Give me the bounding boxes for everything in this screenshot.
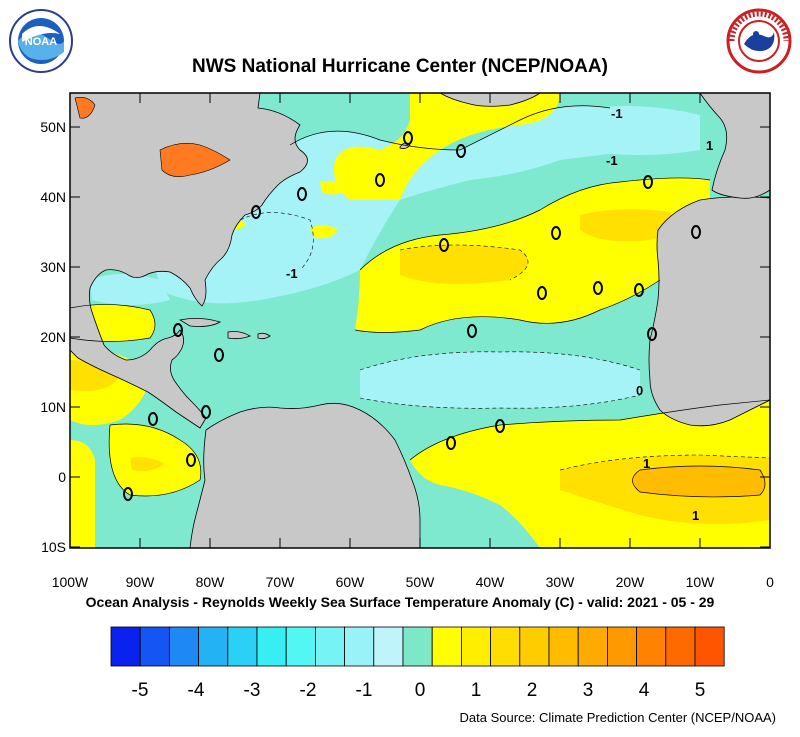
- colorbar-swatch: [694, 626, 725, 667]
- lat-label: 10N: [40, 399, 66, 415]
- colorbar-label: 3: [583, 680, 594, 701]
- colorbar-swatch: [548, 626, 579, 667]
- colorbar-label: 1: [471, 680, 482, 701]
- colorbar-swatch: [139, 626, 170, 667]
- colorbar-swatch: [577, 626, 608, 667]
- colorbar: -5 -4 -3 -2 -1 0 1 2 3 4 5: [110, 626, 725, 701]
- lon-label: 80W: [196, 574, 226, 590]
- lon-label: 100W: [52, 574, 89, 590]
- colorbar-label: -2: [300, 680, 317, 701]
- lat-label: 50N: [40, 119, 66, 135]
- lat-label: 40N: [40, 189, 66, 205]
- colorbar-label: 5: [695, 680, 706, 701]
- warm-anomaly-region-north: [334, 93, 560, 200]
- colorbar-swatch: [607, 626, 638, 667]
- colorbar-label: 4: [639, 680, 650, 701]
- colorbar-swatch: [227, 626, 258, 667]
- page-title: NWS National Hurricane Center (NCEP/NOAA…: [192, 56, 608, 77]
- lon-label: 60W: [336, 574, 366, 590]
- colorbar-label: 2: [527, 680, 538, 701]
- colorbar-swatch: [110, 626, 141, 667]
- lon-label: 0: [766, 574, 774, 590]
- sst-anomaly-map: -1 -1 -1 1 1 1 0 50N 40N 30N 20N 10N 0 10S 100…: [40, 92, 774, 590]
- colorbar-label: -3: [244, 680, 261, 701]
- contour-label: 1: [643, 456, 650, 471]
- contour-label: 1: [706, 138, 713, 153]
- lat-label: 0: [58, 469, 66, 485]
- colorbar-swatch: [314, 626, 345, 667]
- contour-label: -1: [286, 266, 298, 281]
- contour-label: -1: [611, 106, 623, 121]
- colorbar-swatch: [519, 626, 550, 667]
- colorbar-swatch: [344, 626, 375, 667]
- colorbar-swatch: [285, 626, 316, 667]
- colorbar-swatch: [431, 626, 462, 667]
- lon-label: 40W: [476, 574, 506, 590]
- lon-label: 90W: [126, 574, 156, 590]
- lon-label: 10W: [686, 574, 716, 590]
- colorbar-swatch: [402, 626, 433, 667]
- lat-label: 20N: [40, 329, 66, 345]
- colorbar-label: -1: [356, 680, 373, 701]
- land-europe: [699, 93, 770, 199]
- contour-label: 1: [692, 508, 699, 523]
- colorbar-swatch: [256, 626, 287, 667]
- lon-label: 70W: [266, 574, 296, 590]
- nws-logo: [726, 8, 792, 74]
- land-north-america: [70, 93, 308, 429]
- colorbar-swatch: [168, 626, 199, 667]
- great-lakes: [159, 143, 231, 177]
- latitude-axis: 50N 40N 30N 20N 10N 0 10S: [40, 119, 770, 555]
- colorbar-label: -4: [188, 680, 205, 701]
- colorbar-label: 0: [415, 680, 426, 701]
- land-south-america: [189, 402, 421, 548]
- colorbar-swatch: [460, 626, 491, 667]
- noaa-logo: NOAA: [9, 9, 73, 73]
- lat-label: 30N: [40, 259, 66, 275]
- longitude-axis: 100W 90W 80W 70W 60W 50W 40W 30W 20W 10W 0: [52, 93, 774, 590]
- colorbar-swatch: [373, 626, 404, 667]
- lon-label: 50W: [406, 574, 436, 590]
- contour-label: 0: [636, 383, 643, 398]
- colorbar-swatch: [198, 626, 229, 667]
- data-source: Data Source: Climate Prediction Center (…: [459, 710, 776, 725]
- colorbar-swatch: [665, 626, 696, 667]
- land-africa: [648, 196, 770, 427]
- lat-label: 10S: [41, 539, 66, 555]
- colorbar-label: -5: [132, 680, 149, 701]
- colorbar-swatch: [490, 626, 521, 667]
- lon-label: 20W: [616, 574, 646, 590]
- contour-label: -1: [606, 153, 618, 168]
- lon-label: 30W: [546, 574, 576, 590]
- colorbar-swatch: [636, 626, 667, 667]
- noaa-logo-text: NOAA: [25, 36, 57, 48]
- map-subtitle: Ocean Analysis - Reynolds Weekly Sea Sur…: [85, 594, 715, 610]
